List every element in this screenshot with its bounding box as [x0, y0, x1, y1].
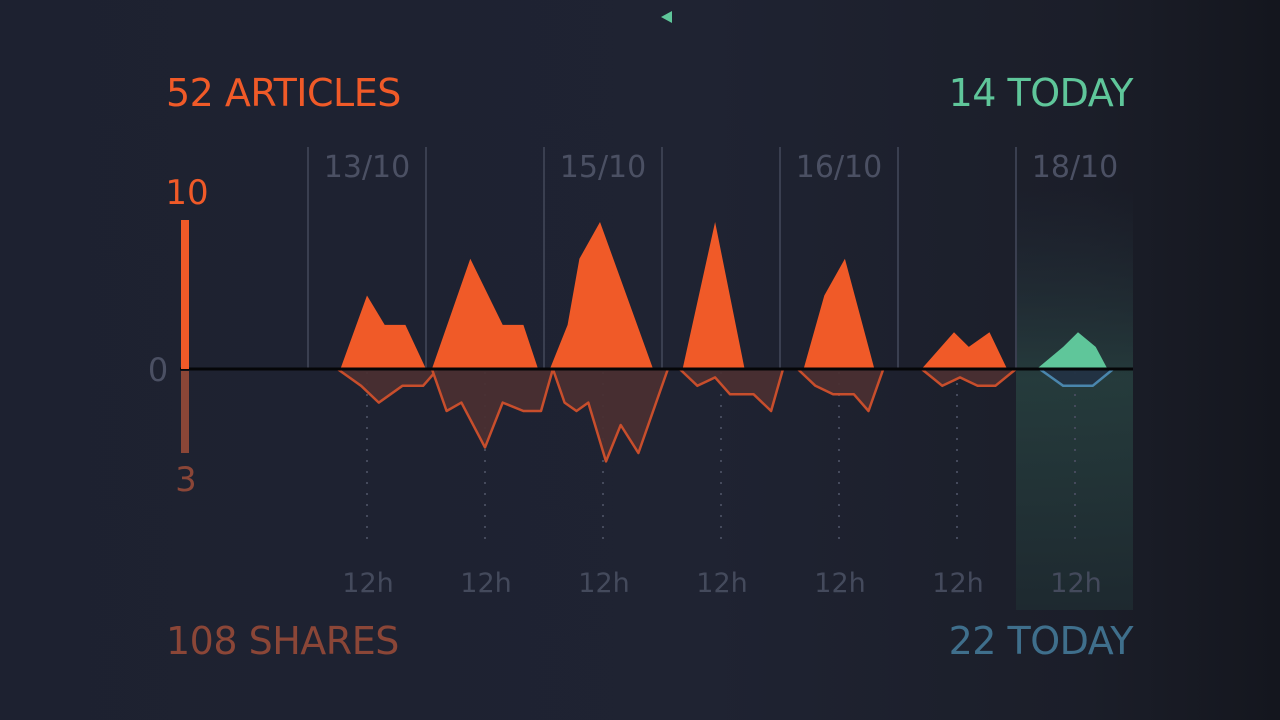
articles-area — [426, 258, 539, 369]
shares-area — [780, 369, 884, 411]
articles-area — [544, 222, 662, 369]
date-tick-label: 18/10 — [1032, 150, 1118, 185]
date-tick-label: 15/10 — [560, 150, 646, 185]
hour-tick-label: 12h — [342, 568, 393, 599]
articles-today: 14 TODAY — [948, 71, 1134, 115]
shares-area — [1016, 369, 1114, 386]
today-marker-icon — [661, 11, 672, 23]
hour-tick-label: 12h — [814, 568, 865, 599]
shares-area — [426, 369, 553, 448]
shares-max-label: 3 — [175, 460, 197, 500]
articles-area — [898, 332, 1016, 369]
date-tick-label: 16/10 — [796, 150, 882, 185]
articles-total: 52 ARTICLES — [166, 71, 401, 115]
articles-area — [308, 295, 426, 369]
shares-scale-bar — [181, 371, 189, 453]
shares-today: 22 TODAY — [948, 619, 1134, 663]
articles-scale-bar — [181, 220, 189, 369]
articles-area — [780, 258, 898, 369]
articles-area — [1016, 332, 1108, 369]
shares-area — [308, 369, 438, 403]
hour-tick-label: 12h — [696, 568, 747, 599]
articles-area — [662, 222, 780, 369]
shares-total: 108 SHARES — [166, 619, 399, 663]
zero-label: 0 — [148, 351, 168, 389]
articles-max-label: 10 — [165, 173, 208, 213]
hour-tick-label: 12h — [578, 568, 629, 599]
hour-tick-label: 12h — [460, 568, 511, 599]
date-tick-label: 13/10 — [324, 150, 410, 185]
shares-area — [544, 369, 668, 462]
shares-line — [426, 367, 555, 449]
today-highlight — [1016, 190, 1133, 610]
hour-tick-label: 12h — [932, 568, 983, 599]
shares-line — [662, 367, 785, 413]
hour-tick-label: 12h — [1050, 568, 1101, 599]
shares-line — [544, 367, 670, 463]
